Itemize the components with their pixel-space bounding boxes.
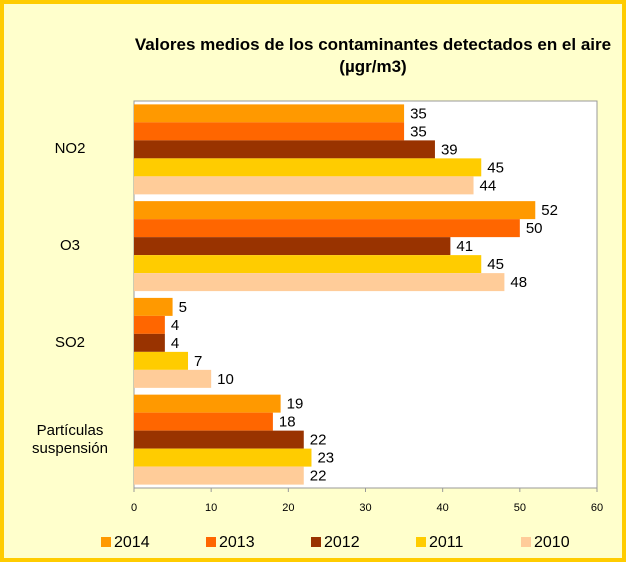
x-tick-label: 60	[591, 502, 603, 514]
y-tick-label: O3	[59, 237, 80, 255]
data-label: 45	[487, 159, 504, 176]
x-tick-label: 40	[437, 502, 449, 514]
x-tick-label: 30	[359, 502, 371, 514]
bar	[134, 394, 281, 413]
data-label: 35	[410, 123, 427, 140]
bar	[134, 333, 165, 352]
legend-label: 2010	[534, 534, 570, 551]
bar	[134, 158, 482, 177]
data-label: 4	[171, 317, 179, 334]
data-label: 22	[310, 432, 327, 449]
bar	[134, 201, 536, 220]
legend-label: 2011	[429, 534, 464, 551]
legend-label: 2014	[114, 534, 150, 551]
data-label: 10	[217, 371, 234, 388]
data-label: 23	[317, 450, 334, 467]
x-tick-label: 50	[514, 502, 526, 514]
data-label: 39	[441, 141, 458, 158]
bar	[134, 369, 212, 388]
legend-swatch	[311, 537, 321, 547]
data-label: 44	[480, 177, 497, 194]
bar	[134, 122, 405, 141]
y-tick-label: NO2	[54, 140, 86, 158]
data-label: 18	[279, 414, 296, 431]
bar	[134, 140, 435, 159]
x-tick-label: 20	[282, 502, 294, 514]
bar	[134, 255, 482, 274]
bar	[134, 412, 273, 431]
legend-label: 2012	[324, 534, 360, 551]
bar	[134, 104, 405, 123]
y-tick-label: SO2	[54, 333, 85, 351]
bar	[134, 466, 304, 485]
bar	[134, 351, 189, 370]
data-label: 5	[179, 299, 187, 316]
bar	[134, 176, 474, 195]
data-label: 7	[194, 353, 202, 370]
data-label: 35	[410, 105, 427, 122]
bar	[134, 297, 173, 316]
legend-swatch	[416, 537, 426, 547]
bar	[134, 237, 451, 256]
data-label: 4	[171, 335, 179, 352]
legend-label: 2013	[219, 534, 255, 551]
bar	[134, 448, 312, 467]
bar	[134, 273, 505, 292]
legend-swatch	[521, 537, 531, 547]
chart-title: Valores medios de los contaminantes dete…	[134, 35, 612, 76]
data-label: 45	[487, 256, 504, 273]
x-tick-label: 10	[205, 502, 217, 514]
bar	[134, 315, 165, 334]
data-label: 22	[310, 468, 327, 485]
data-label: 52	[541, 202, 558, 219]
legend-swatch	[206, 537, 216, 547]
bar	[134, 219, 520, 238]
data-label: 48	[510, 274, 527, 291]
y-tick-label: Partículas suspensión	[32, 421, 108, 457]
legend-swatch	[101, 537, 111, 547]
data-label: 19	[287, 396, 304, 413]
x-tick-label: 0	[131, 502, 137, 514]
data-label: 50	[526, 220, 543, 237]
data-label: 41	[456, 238, 473, 255]
bar	[134, 430, 304, 449]
